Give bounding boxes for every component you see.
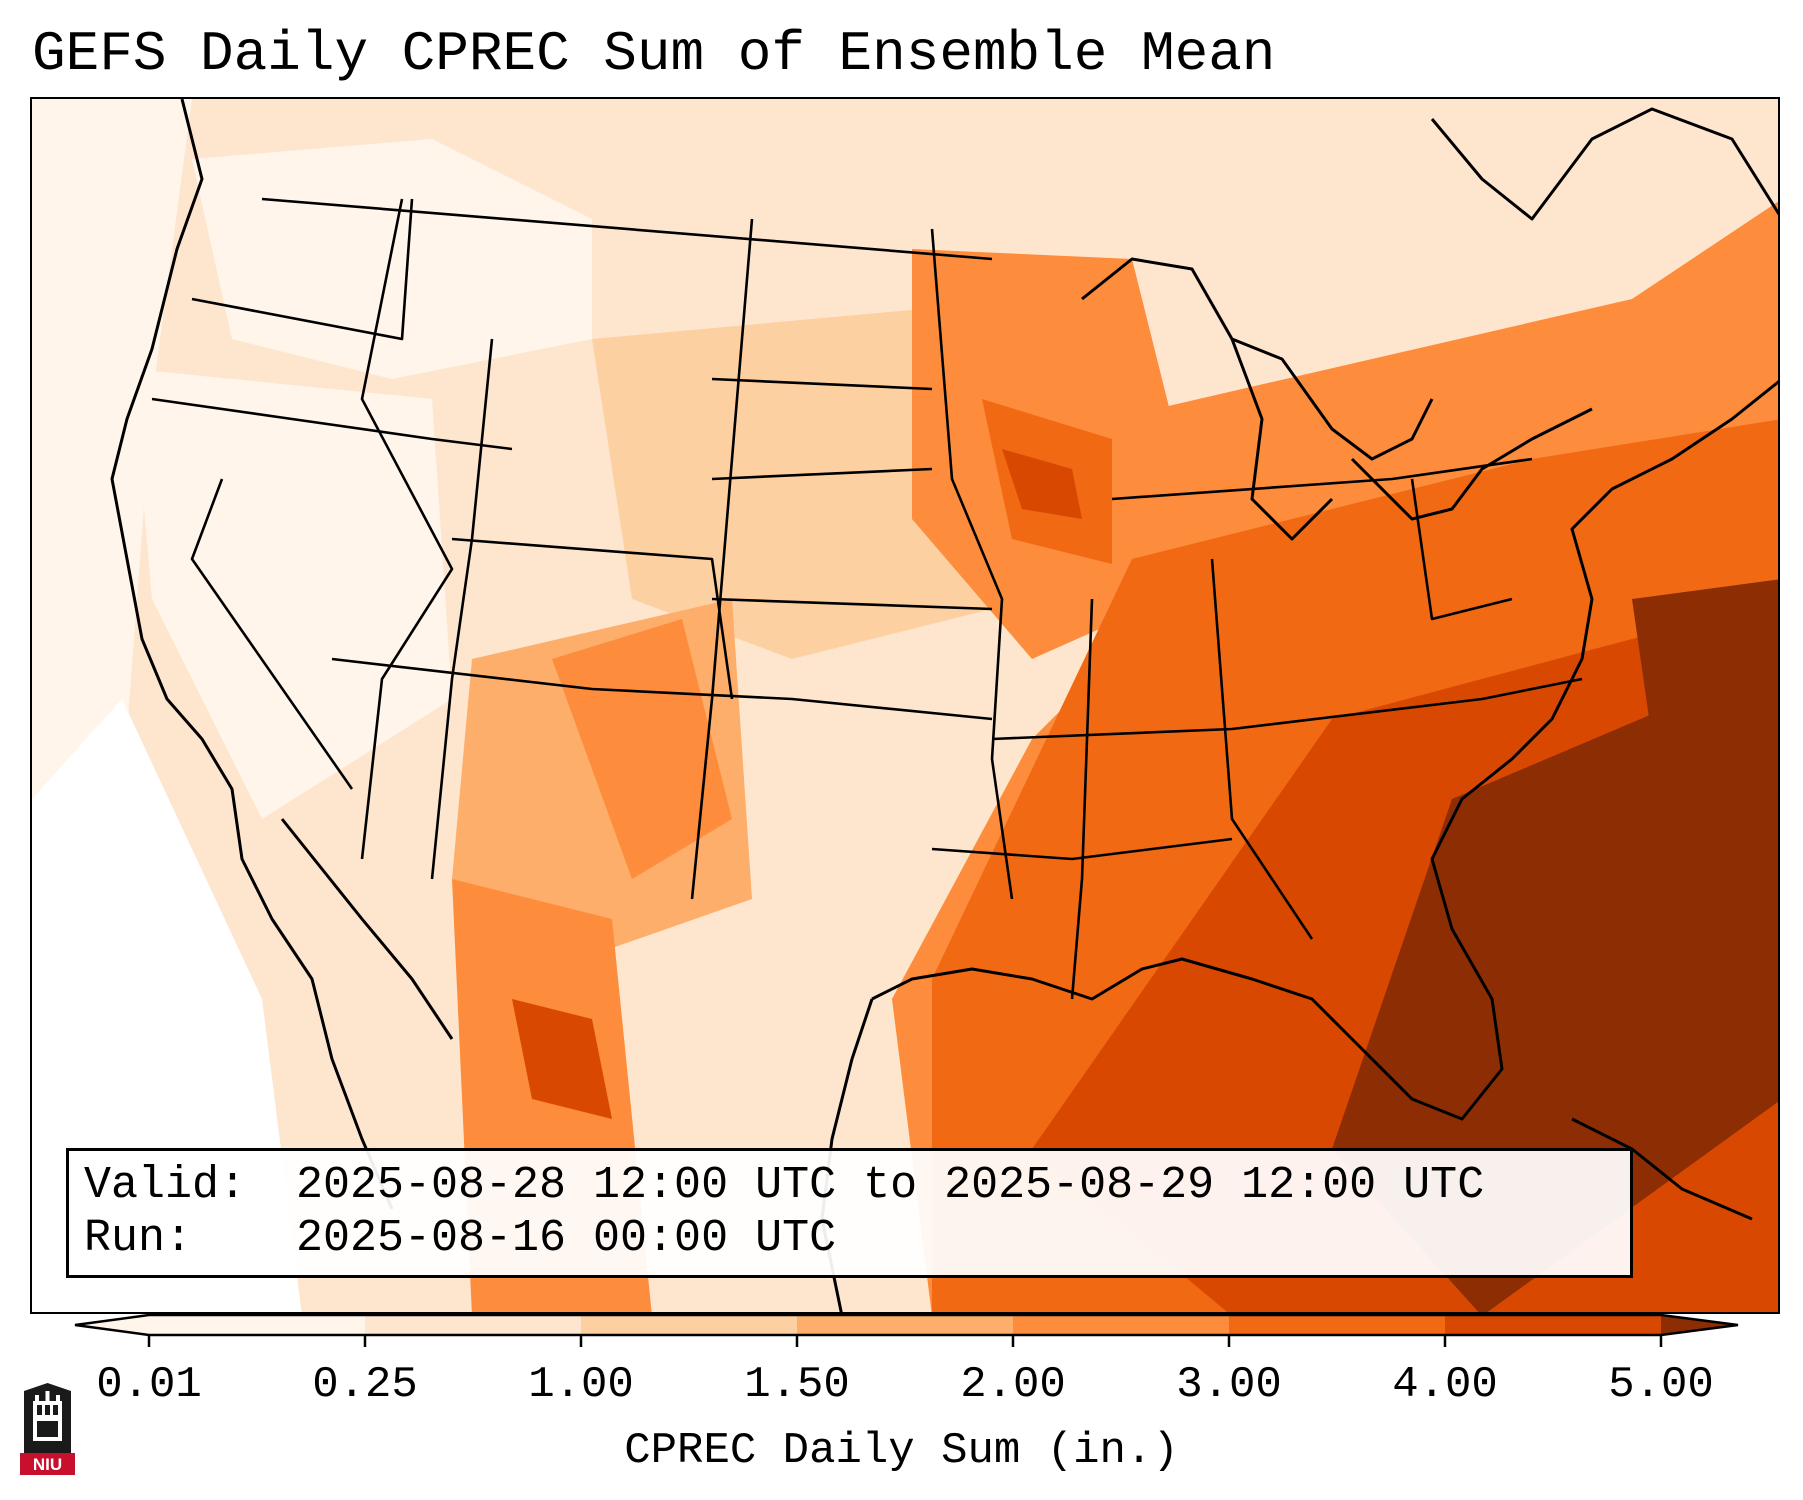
mexico-heavy — [512, 999, 612, 1119]
lakes-erie-ontario — [1350, 407, 1593, 521]
colorbar-extend-high — [1661, 1315, 1738, 1335]
colorbar — [74, 1313, 1739, 1347]
valid-value: 2025-08-28 12:00 UTC to 2025-08-29 12:00… — [296, 1160, 1485, 1211]
run-label: Run: — [84, 1213, 193, 1264]
wa-or-border — [191, 198, 414, 341]
sd-ne-border — [711, 467, 933, 481]
nv-ca-border — [190, 478, 354, 790]
ohio-pa-line — [1111, 457, 1533, 501]
colorbar-tick-label: 3.00 — [1176, 1360, 1282, 1410]
ms-al-line — [1070, 598, 1094, 1000]
nd-sd-border — [711, 377, 933, 391]
precip-map — [30, 97, 1780, 1314]
map-canvas — [32, 99, 1778, 1312]
colorbar-segment-2 — [581, 1315, 797, 1335]
valid-label: Valid: — [84, 1160, 247, 1211]
al-ga-line — [1210, 558, 1314, 940]
colorbar-tick-label: 5.00 — [1608, 1360, 1714, 1410]
minnesota-iowa-missouri-east — [930, 228, 1014, 900]
colorbar-tick-label: 0.01 — [96, 1360, 202, 1410]
canada-east-coast — [1430, 107, 1778, 221]
university-tower-icon: NIU — [20, 1383, 75, 1475]
colorbar-segment-0 — [149, 1315, 365, 1335]
great-lakes-upper — [1081, 257, 1434, 461]
pa-va-line — [1410, 478, 1513, 621]
colorado-nm-core — [552, 619, 732, 879]
colorbar-tick-label: 2.00 — [960, 1360, 1066, 1410]
colorbar-tick-label: 4.00 — [1392, 1360, 1498, 1410]
ne-ks-border — [711, 597, 993, 611]
mt-wy-co-nm-west — [430, 338, 494, 880]
colorbar-segment-4 — [1013, 1315, 1229, 1335]
upper-midwest-peak — [1002, 449, 1082, 519]
wy-co-line — [451, 537, 734, 700]
valid-row: Valid: 2025-08-28 12:00 UTC to 2025-08-2… — [84, 1159, 1630, 1212]
colorbar-tick-label: 1.50 — [744, 1360, 850, 1410]
gulf-atlantic-coast — [871, 380, 1778, 1121]
colorbar-segment-3 — [797, 1315, 1013, 1335]
lake-michigan — [1230, 338, 1334, 541]
run-value: 2025-08-16 00:00 UTC — [296, 1213, 837, 1264]
colorbar-tick-label: 0.25 — [312, 1360, 418, 1410]
canada-us-border — [261, 197, 993, 261]
run-row: Run: 2025-08-16 00:00 UTC — [84, 1212, 1630, 1265]
validity-info-box: Valid: 2025-08-28 12:00 UTC to 2025-08-2… — [66, 1148, 1633, 1278]
id-nv-az-line — [360, 198, 454, 860]
southern-line — [331, 657, 993, 721]
atlantic-heavy-north — [1632, 579, 1778, 798]
colorbar-segment-5 — [1229, 1315, 1445, 1335]
great-basin-light — [132, 369, 452, 819]
west-coast — [110, 99, 394, 1210]
la-ms-line — [931, 837, 1233, 861]
colorbar-axis-label: CPREC Daily Sum (in.) — [624, 1426, 1179, 1476]
tn-nc-line — [991, 677, 1583, 741]
chart-title: GEFS Daily CPREC Sum of Ensemble Mean — [32, 22, 1276, 86]
baja-gulf — [280, 818, 454, 1040]
colorbar-tick-label: 1.00 — [528, 1360, 634, 1410]
colorbar-segment-6 — [1445, 1315, 1661, 1335]
logo-text: NIU — [33, 1455, 62, 1474]
colorbar-segment-1 — [365, 1315, 581, 1335]
caribbean-islands — [1571, 1117, 1753, 1221]
or-id-border-west — [151, 397, 513, 451]
colorbar-extend-low — [75, 1315, 149, 1335]
